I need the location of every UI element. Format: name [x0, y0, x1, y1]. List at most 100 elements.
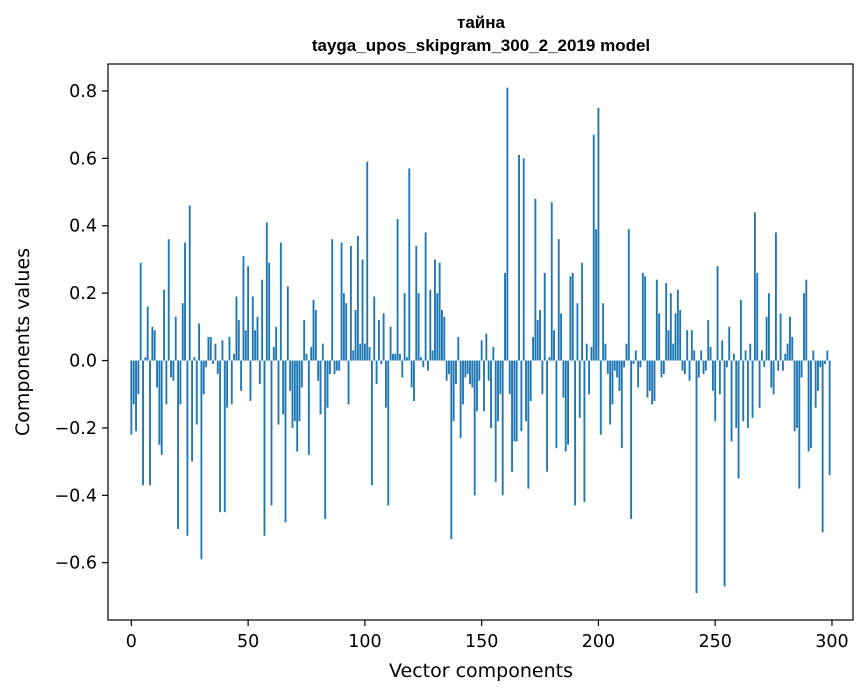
bar: [588, 360, 591, 395]
bar: [569, 276, 572, 361]
bar: [648, 360, 651, 391]
bar: [564, 360, 567, 452]
bar: [529, 360, 532, 401]
bar: [331, 239, 334, 361]
bar: [230, 360, 233, 405]
bar: [583, 360, 586, 503]
bar: [543, 272, 546, 361]
bar: [167, 239, 170, 361]
bar: [188, 205, 191, 361]
bar: [739, 299, 742, 361]
bar: [448, 360, 450, 375]
bar: [153, 330, 156, 361]
bar: [693, 350, 696, 361]
bar: [163, 289, 165, 361]
bar: [209, 336, 212, 361]
bar: [518, 154, 520, 361]
bar: [562, 360, 565, 398]
bar: [637, 360, 640, 388]
bar: [522, 158, 525, 361]
bar: [205, 360, 208, 368]
y-tick-label: 0.6: [69, 149, 97, 169]
y-tick-label: −0.2: [55, 419, 98, 439]
bar: [560, 313, 563, 361]
bar: [464, 360, 467, 378]
bar: [702, 360, 705, 375]
bar: [151, 326, 154, 361]
bar: [272, 347, 275, 361]
bar: [165, 360, 168, 405]
bar: [796, 360, 798, 428]
bar: [226, 360, 229, 408]
bar: [749, 343, 752, 361]
bar: [417, 293, 420, 361]
bar: [286, 286, 289, 361]
bar: [403, 293, 406, 361]
bar: [744, 350, 747, 361]
bar: [207, 336, 210, 361]
bar: [459, 360, 462, 439]
plot-frame: [107, 63, 854, 621]
bar: [282, 360, 285, 415]
bar: [445, 360, 448, 381]
bar: [555, 360, 558, 449]
bar: [751, 360, 754, 418]
bar: [261, 279, 264, 361]
y-tick-label: −0.6: [55, 554, 98, 574]
bar: [541, 360, 544, 395]
bar: [438, 262, 441, 361]
bar: [184, 242, 186, 361]
bar: [478, 360, 481, 381]
bar: [683, 360, 686, 375]
bar: [824, 360, 826, 364]
bar: [627, 229, 630, 361]
bar-series: [130, 87, 831, 594]
bar: [303, 320, 306, 361]
bar: [384, 360, 387, 408]
bar: [767, 293, 770, 361]
bar: [146, 306, 149, 361]
bar: [662, 360, 665, 375]
bar: [548, 357, 551, 361]
y-tick-label: 0.4: [69, 217, 97, 237]
bar: [144, 357, 147, 361]
bar: [328, 360, 331, 375]
bar: [359, 343, 362, 361]
bar: [770, 360, 773, 388]
bar: [616, 360, 619, 378]
bar: [620, 360, 623, 449]
bar: [735, 360, 738, 428]
bar: [186, 360, 189, 536]
bar: [672, 343, 675, 361]
bar: [338, 360, 341, 371]
bar: [700, 350, 703, 361]
bar: [625, 343, 628, 361]
bar: [452, 360, 455, 422]
bar: [644, 276, 647, 361]
x-tick-label: 300: [815, 632, 848, 652]
bar: [356, 235, 359, 361]
bar: [695, 360, 698, 594]
bar: [137, 360, 140, 395]
bar: [817, 360, 819, 391]
bar: [361, 259, 364, 361]
bar: [212, 360, 215, 364]
bar: [819, 360, 822, 368]
bar: [235, 296, 238, 361]
x-tick-label: 250: [699, 632, 732, 652]
bar: [520, 360, 523, 432]
bar: [506, 87, 509, 361]
x-tick-label: 50: [237, 632, 259, 652]
bar: [221, 340, 224, 361]
bar: [174, 316, 177, 361]
x-tick-label: 100: [348, 632, 381, 652]
bar: [746, 360, 749, 428]
bar: [347, 360, 350, 405]
bar: [434, 259, 436, 361]
bar: [135, 360, 137, 432]
bar: [812, 350, 815, 361]
bar: [725, 360, 728, 368]
bar: [707, 320, 710, 361]
bar: [258, 360, 261, 385]
